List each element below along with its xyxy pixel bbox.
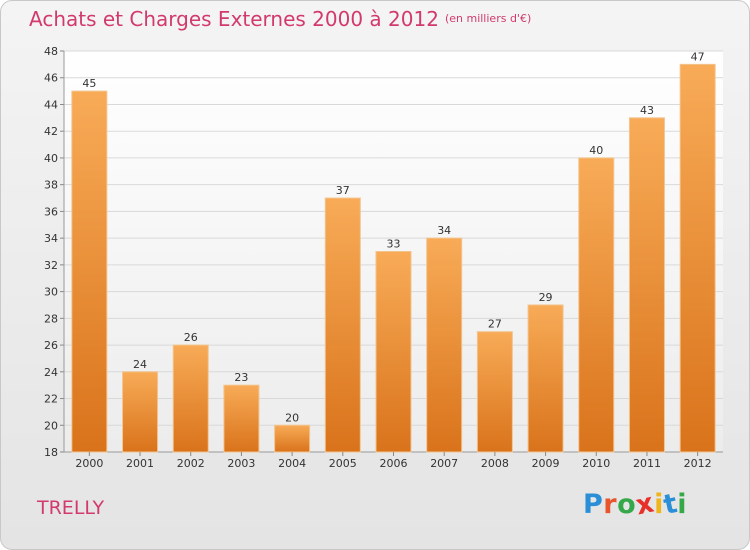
x-tick-label: 2001: [126, 457, 154, 470]
y-tick-label: 18: [44, 446, 58, 459]
data-label: 40: [589, 144, 603, 157]
logo-letter: i: [677, 489, 688, 520]
y-tick-label: 46: [44, 72, 58, 85]
y-tick-label: 40: [44, 152, 58, 165]
x-tick-label: 2004: [278, 457, 306, 470]
y-tick-label: 48: [44, 45, 58, 58]
data-label: 26: [184, 331, 198, 344]
bar: [375, 251, 412, 453]
bar: [324, 197, 361, 453]
x-tick-label: 2009: [532, 457, 560, 470]
y-tick-label: 24: [44, 366, 58, 379]
y-tick-label: 32: [44, 259, 58, 272]
bar: [628, 117, 665, 453]
data-label: 33: [387, 238, 401, 251]
y-tick-label: 36: [44, 205, 58, 218]
bar: [172, 344, 209, 453]
data-label: 27: [488, 318, 502, 331]
data-label: 34: [437, 224, 451, 237]
bar: [223, 384, 260, 453]
x-tick-label: 2008: [481, 457, 509, 470]
bar: [274, 424, 311, 453]
logo-letter: i: [654, 489, 664, 520]
data-label: 23: [234, 371, 248, 384]
x-tick-label: 2007: [430, 457, 458, 470]
logo-letter: r: [603, 489, 618, 520]
logo-letter: o: [617, 489, 637, 520]
data-label: 45: [82, 77, 96, 90]
x-tick-label: 2011: [633, 457, 661, 470]
bar: [426, 237, 463, 453]
data-label: 20: [285, 411, 299, 424]
x-tick-label: 2003: [227, 457, 255, 470]
bar: [527, 304, 564, 453]
y-tick-label: 42: [44, 125, 58, 138]
y-tick-label: 20: [44, 419, 58, 432]
y-tick-label: 26: [44, 339, 58, 352]
x-tick-label: 2005: [329, 457, 357, 470]
x-tick-label: 2012: [684, 457, 712, 470]
title-text: Achats et Charges Externes 2000 à 2012: [29, 7, 439, 31]
x-tick-label: 2000: [75, 457, 103, 470]
data-label: 29: [539, 291, 553, 304]
y-tick-label: 22: [44, 393, 58, 406]
data-label: 24: [133, 358, 147, 371]
y-tick-label: 44: [44, 98, 58, 111]
bar: [71, 90, 108, 453]
y-tick-label: 30: [44, 286, 58, 299]
x-tick-label: 2010: [582, 457, 610, 470]
bar: [679, 63, 716, 453]
data-label: 47: [691, 50, 705, 63]
proxiti-logo: Proxiti: [583, 487, 688, 521]
x-tick-label: 2006: [380, 457, 408, 470]
commune-name: TRELLY: [37, 497, 105, 519]
x-tick-label: 2002: [177, 457, 205, 470]
bar: [578, 157, 615, 453]
bar: [122, 371, 159, 453]
y-tick-label: 28: [44, 312, 58, 325]
data-label: 43: [640, 104, 654, 117]
data-label: 37: [336, 184, 350, 197]
chart-title: Achats et Charges Externes 2000 à 2012 (e…: [29, 7, 531, 31]
bar: [476, 331, 513, 453]
logo-letter: P: [583, 489, 604, 520]
y-tick-label: 38: [44, 179, 58, 192]
unit-label: (en milliers d'€): [444, 12, 532, 25]
y-tick-label: 34: [44, 232, 58, 245]
